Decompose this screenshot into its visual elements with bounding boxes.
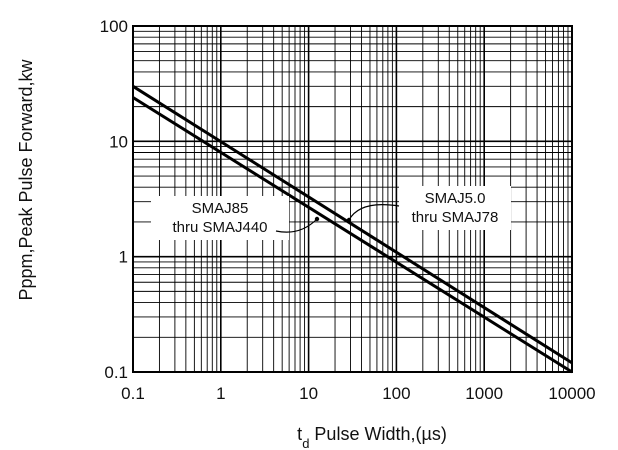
y-tick-label: 1 [119, 248, 128, 267]
x-tick-label: 10 [299, 384, 318, 403]
x-tick-label: 0.1 [121, 384, 145, 403]
annotation-leader [349, 205, 399, 220]
annotation-text: thru SMAJ440 [172, 219, 267, 236]
y-tick-label: 0.1 [104, 363, 128, 382]
y-tick-labels: 0.1 1 10 100 [100, 17, 128, 382]
y-axis-label: Pppm,Peak Pulse Forward,kw [16, 58, 36, 300]
x-tick-label: 100 [382, 384, 410, 403]
x-tick-label: 1 [216, 384, 225, 403]
annotation-arrowhead [315, 217, 319, 221]
x-tick-labels: 0.1 1 10 100 1000 10000 [121, 384, 595, 403]
y-tick-label: 100 [100, 17, 128, 36]
x-axis-label: td Pulse Width,(µs) [297, 424, 447, 450]
annotation-text: thru SMAJ78 [412, 209, 499, 226]
annotation-text: SMAJ5.0 [425, 190, 486, 207]
x-tick-label: 1000 [465, 384, 503, 403]
x-tick-label: 10000 [548, 384, 595, 403]
annotation-arrowhead [347, 218, 351, 222]
x-label-subscript: d [302, 436, 309, 450]
annotations: SMAJ85 thru SMAJ440 SMAJ5.0 thru SMAJ78 [151, 186, 511, 240]
annotation-text: SMAJ85 [192, 200, 249, 217]
y-tick-label: 10 [109, 132, 128, 151]
x-label-text: Pulse Width,(µs) [309, 424, 446, 444]
